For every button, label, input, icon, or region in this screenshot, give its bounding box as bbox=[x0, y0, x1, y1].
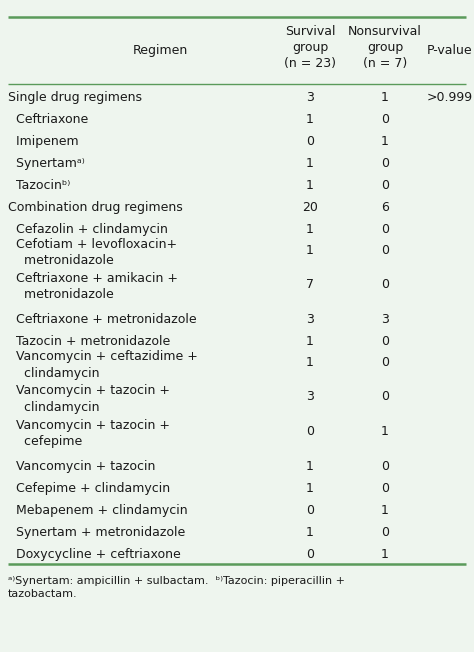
Text: P-value: P-value bbox=[427, 44, 473, 57]
Text: 0: 0 bbox=[381, 223, 389, 236]
Text: Combination drug regimens: Combination drug regimens bbox=[8, 201, 183, 214]
Text: 1: 1 bbox=[306, 482, 314, 496]
Text: Synertamᵃ⁾: Synertamᵃ⁾ bbox=[8, 156, 85, 170]
Text: 0: 0 bbox=[381, 526, 389, 539]
Text: Single drug regimens: Single drug regimens bbox=[8, 91, 142, 104]
Text: Vancomycin + tazocin +
    cefepime: Vancomycin + tazocin + cefepime bbox=[8, 419, 170, 448]
Text: ᵃ⁾Synertam: ampicillin + sulbactam.  ᵇ⁾Tazocin: piperacillin +
tazobactam.: ᵃ⁾Synertam: ampicillin + sulbactam. ᵇ⁾Ta… bbox=[8, 576, 345, 599]
Text: Tazocin + metronidazole: Tazocin + metronidazole bbox=[8, 336, 170, 348]
Text: Cefotiam + levofloxacin+
    metronidazole: Cefotiam + levofloxacin+ metronidazole bbox=[8, 238, 177, 267]
Text: 3: 3 bbox=[381, 314, 389, 327]
Text: 1: 1 bbox=[381, 424, 389, 437]
Text: 0: 0 bbox=[381, 278, 389, 291]
Text: 7: 7 bbox=[306, 278, 314, 291]
Text: Synertam + metronidazole: Synertam + metronidazole bbox=[8, 526, 185, 539]
Text: 1: 1 bbox=[381, 505, 389, 517]
Text: 1: 1 bbox=[306, 223, 314, 236]
Text: Ceftriaxone + metronidazole: Ceftriaxone + metronidazole bbox=[8, 314, 197, 327]
Text: 0: 0 bbox=[381, 482, 389, 496]
Text: Vancomycin + tazocin: Vancomycin + tazocin bbox=[8, 460, 155, 473]
Text: Doxycycline + ceftriaxone: Doxycycline + ceftriaxone bbox=[8, 548, 181, 561]
Text: 1: 1 bbox=[381, 135, 389, 147]
Text: 0: 0 bbox=[381, 460, 389, 473]
Text: Cefepime + clindamycin: Cefepime + clindamycin bbox=[8, 482, 170, 496]
Text: 0: 0 bbox=[306, 548, 314, 561]
Text: Nonsurvival
group
(n = 7): Nonsurvival group (n = 7) bbox=[348, 25, 422, 70]
Text: Cefazolin + clindamycin: Cefazolin + clindamycin bbox=[8, 223, 168, 236]
Text: Ceftriaxone: Ceftriaxone bbox=[8, 113, 88, 126]
Text: 0: 0 bbox=[381, 156, 389, 170]
Text: 0: 0 bbox=[381, 179, 389, 192]
Text: 1: 1 bbox=[306, 336, 314, 348]
Text: Vancomycin + tazocin +
    clindamycin: Vancomycin + tazocin + clindamycin bbox=[8, 385, 170, 414]
Text: 1: 1 bbox=[306, 526, 314, 539]
Text: 0: 0 bbox=[381, 244, 389, 256]
Text: Mebapenem + clindamycin: Mebapenem + clindamycin bbox=[8, 505, 188, 517]
Text: Ceftriaxone + amikacin +
    metronidazole: Ceftriaxone + amikacin + metronidazole bbox=[8, 272, 178, 301]
Text: 0: 0 bbox=[306, 505, 314, 517]
Text: 1: 1 bbox=[306, 460, 314, 473]
Text: 0: 0 bbox=[306, 135, 314, 147]
Text: 0: 0 bbox=[381, 391, 389, 404]
Text: 1: 1 bbox=[306, 356, 314, 369]
Text: Vancomycin + ceftazidime +
    clindamycin: Vancomycin + ceftazidime + clindamycin bbox=[8, 350, 198, 379]
Text: 6: 6 bbox=[381, 201, 389, 214]
Text: >0.999: >0.999 bbox=[427, 91, 473, 104]
Text: 0: 0 bbox=[306, 424, 314, 437]
Text: Survival
group
(n = 23): Survival group (n = 23) bbox=[284, 25, 336, 70]
Text: Regimen: Regimen bbox=[132, 44, 188, 57]
Text: 0: 0 bbox=[381, 356, 389, 369]
Text: 20: 20 bbox=[302, 201, 318, 214]
Text: 3: 3 bbox=[306, 314, 314, 327]
Text: 0: 0 bbox=[381, 336, 389, 348]
Text: 1: 1 bbox=[306, 179, 314, 192]
Text: 1: 1 bbox=[306, 244, 314, 256]
Text: 3: 3 bbox=[306, 391, 314, 404]
Text: 1: 1 bbox=[306, 156, 314, 170]
Text: 1: 1 bbox=[381, 548, 389, 561]
Text: Tazocinᵇ⁾: Tazocinᵇ⁾ bbox=[8, 179, 70, 192]
Text: 3: 3 bbox=[306, 91, 314, 104]
Text: Imipenem: Imipenem bbox=[8, 135, 79, 147]
Text: 1: 1 bbox=[306, 113, 314, 126]
Text: 1: 1 bbox=[381, 91, 389, 104]
Text: 0: 0 bbox=[381, 113, 389, 126]
